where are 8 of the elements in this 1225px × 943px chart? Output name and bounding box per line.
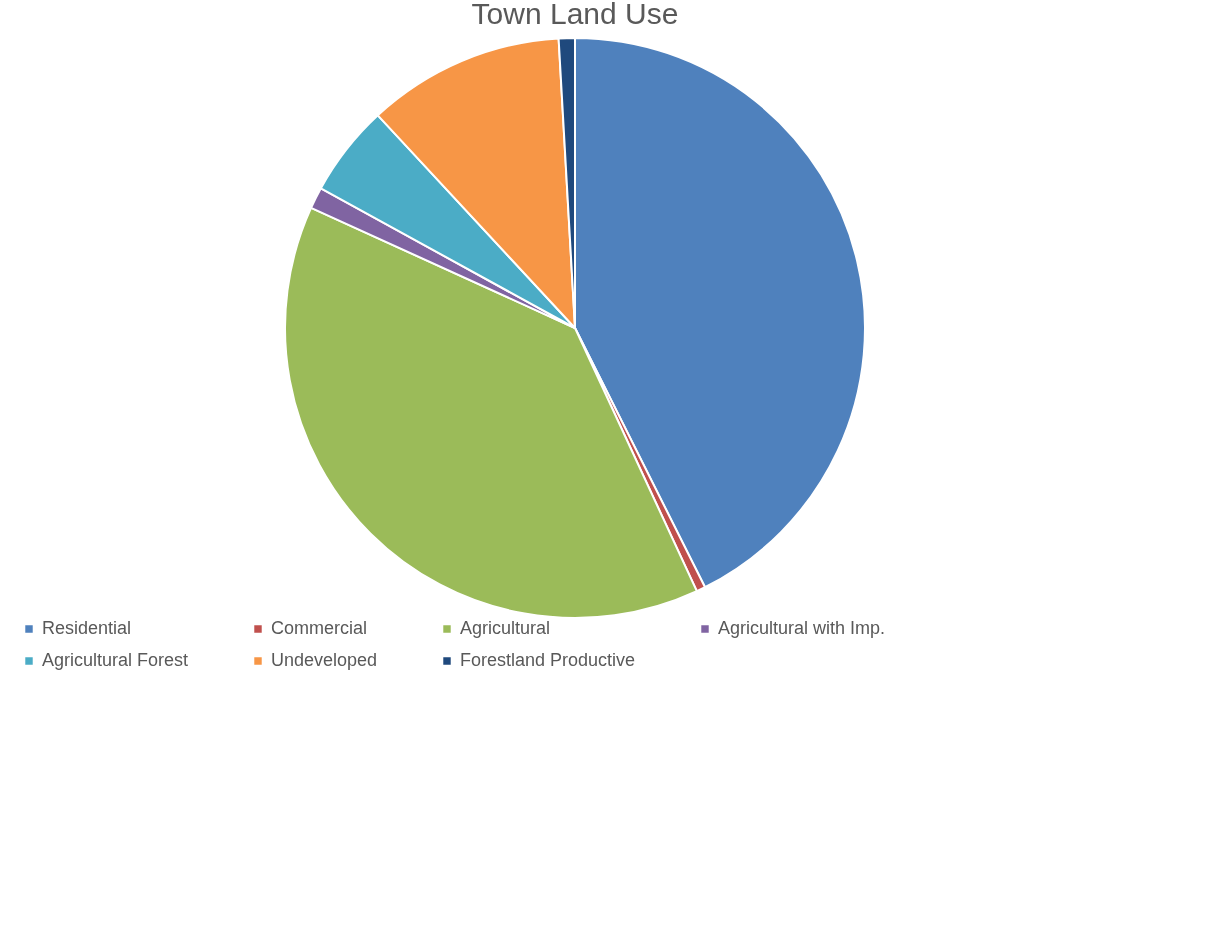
legend-label: Agricultural with Imp.: [718, 618, 886, 638]
legend-label: Commercial: [271, 618, 368, 638]
chart-title: Town Land Use: [471, 0, 679, 30]
legend-label: Residential: [42, 618, 132, 638]
legend-label: Undeveloped: [271, 650, 378, 670]
legend-label: Agricultural: [460, 618, 551, 638]
legend-label: Forestland Productive: [460, 650, 636, 670]
legend-label: Agricultural Forest: [42, 650, 189, 670]
